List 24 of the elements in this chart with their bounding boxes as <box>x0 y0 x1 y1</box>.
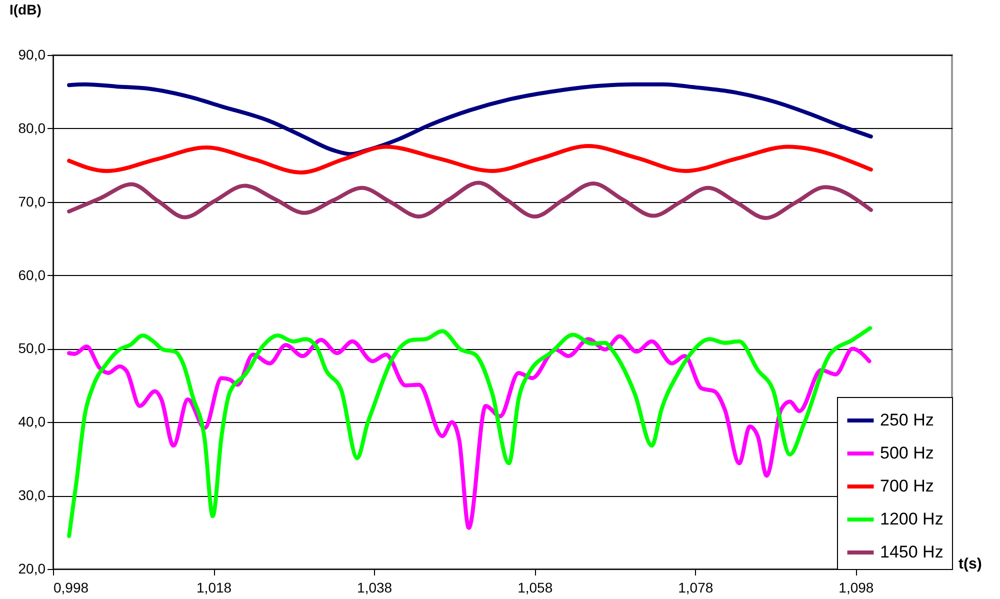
x-tick-label: 1,058 <box>518 580 553 596</box>
line-series <box>67 144 873 174</box>
line-series <box>67 82 873 156</box>
y-tick-label: 40,0 <box>18 414 46 430</box>
y-tick-label: 90,0 <box>18 46 46 62</box>
y-tick-label: 50,0 <box>18 340 46 356</box>
y-axis-title: I(dB) <box>10 2 42 18</box>
x-tick-label: 1,098 <box>838 580 874 596</box>
line-series <box>67 180 873 220</box>
x-tick-label: 1,078 <box>678 580 714 596</box>
x-axis-title: t(s) <box>958 556 982 572</box>
y-tick-label: 60,0 <box>18 266 46 283</box>
y-tick-label: 20,0 <box>18 560 46 576</box>
y-tick-label: 80,0 <box>18 120 46 136</box>
x-tick-label: 1,018 <box>196 580 232 596</box>
x-tick-label: 1,038 <box>357 580 392 596</box>
legend-label: 250 Hz <box>880 410 934 430</box>
y-tick-label: 30,0 <box>18 487 46 504</box>
legend-label: 500 Hz <box>880 444 934 462</box>
legend-label: 700 Hz <box>880 476 934 496</box>
x-tick-label: 0,998 <box>54 580 89 596</box>
legend-label: 1200 Hz <box>880 510 944 528</box>
legend-label: 1450 Hz <box>880 542 944 562</box>
y-tick-label: 70,0 <box>18 193 46 210</box>
